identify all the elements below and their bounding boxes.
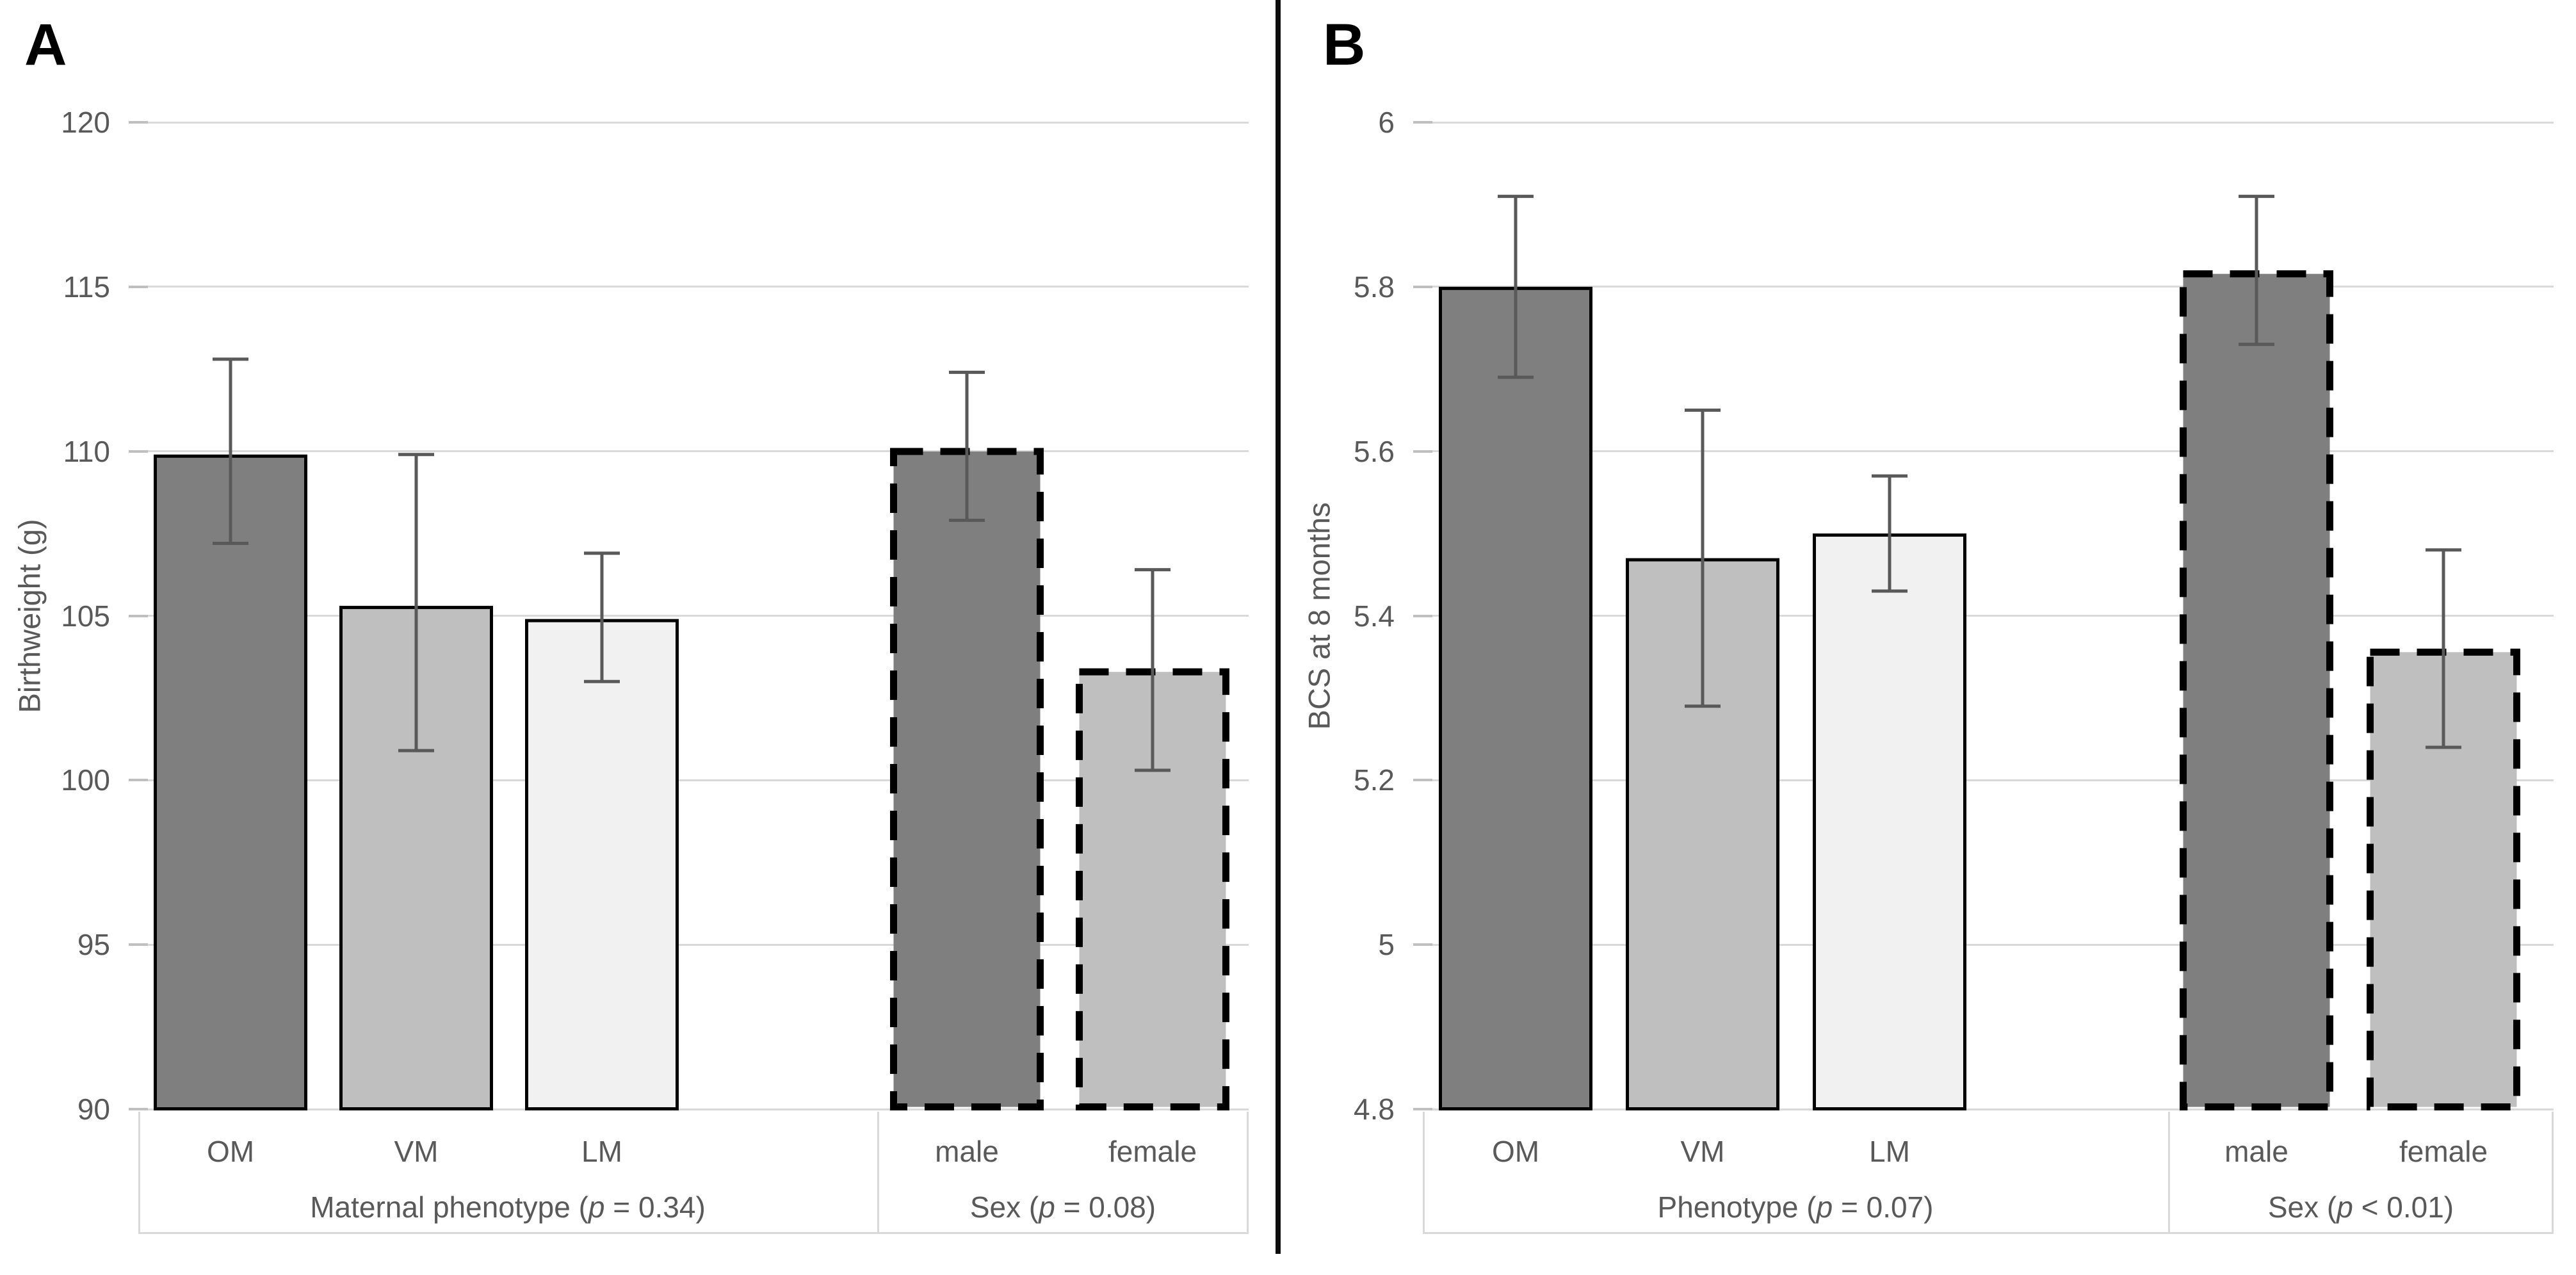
y-tick-label: 5.8 <box>1354 270 1395 304</box>
y-tick-label: 5.6 <box>1354 434 1395 468</box>
y-tick-mark <box>129 943 148 946</box>
category-group-divider <box>877 1112 879 1233</box>
x-group-label: Phenotype (p = 0.07) <box>1423 1187 2168 1227</box>
panel-b-letter: B <box>1323 12 1366 77</box>
y-tick-label: 120 <box>61 106 110 139</box>
group-label-text: Maternal phenotype ( <box>310 1190 588 1224</box>
y-tick-label: 110 <box>63 434 110 468</box>
gridline <box>1423 286 2554 288</box>
group-label-text: Sex ( <box>2267 1190 2337 1224</box>
x-category-label: female <box>1108 1135 1197 1168</box>
x-category-label: OM <box>1491 1135 1540 1168</box>
y-tick-mark <box>129 285 148 288</box>
y-tick-mark <box>129 614 148 617</box>
bar-om <box>154 454 307 1110</box>
y-tick-mark <box>129 779 148 782</box>
gridline <box>1423 779 2554 781</box>
gridline <box>138 779 1249 781</box>
x-category-label: female <box>2399 1135 2488 1168</box>
y-tick-label: 105 <box>61 599 110 633</box>
y-tick-label: 5.2 <box>1354 763 1395 797</box>
group-label-pvalue: < 0.01) <box>2353 1190 2454 1224</box>
gridline <box>138 121 1249 124</box>
category-axis-right-border <box>2552 1112 2554 1233</box>
x-category-label: LM <box>1869 1135 1910 1168</box>
panel-a-letter: A <box>24 12 67 77</box>
y-tick-mark <box>1413 779 1432 782</box>
y-tick-label: 90 <box>77 1092 110 1126</box>
y-tick-mark <box>129 121 148 124</box>
category-group-divider <box>2168 1112 2170 1233</box>
group-label-p-italic: p <box>588 1190 605 1224</box>
x-category-label: VM <box>1680 1135 1725 1168</box>
gridline <box>138 1108 1249 1110</box>
x-category-label: LM <box>581 1135 622 1168</box>
group-label-p-italic: p <box>1039 1190 1055 1224</box>
panel-divider-line <box>1276 0 1281 1254</box>
y-tick-label: 115 <box>63 270 110 304</box>
x-category-label: VM <box>394 1135 439 1168</box>
y-tick-mark <box>129 450 148 453</box>
group-label-pvalue: = 0.34) <box>604 1190 706 1224</box>
category-axis-left-border <box>138 1112 140 1233</box>
x-group-label: Maternal phenotype (p = 0.34) <box>138 1187 877 1227</box>
y-tick-label: 4.8 <box>1354 1092 1395 1126</box>
x-group-label: Sex (p < 0.01) <box>2168 1187 2554 1227</box>
y-tick-label: 5 <box>1378 928 1395 962</box>
y-tick-mark <box>1413 285 1432 288</box>
group-label-text: Sex ( <box>969 1190 1039 1224</box>
y-tick-label: 5.4 <box>1354 599 1395 633</box>
bar-lm <box>1813 533 1966 1110</box>
x-group-label: Sex (p = 0.08) <box>877 1187 1249 1227</box>
group-label-pvalue: = 0.07) <box>1833 1190 1934 1224</box>
bar-male <box>890 448 1044 1110</box>
gridline <box>1423 121 2554 124</box>
gridline <box>1423 1108 2554 1110</box>
x-category-label: male <box>2224 1135 2288 1168</box>
bar-om <box>1439 286 1592 1110</box>
category-axis-left-border <box>1423 1112 1425 1233</box>
bar-male <box>2180 270 2333 1110</box>
gridline <box>138 450 1249 453</box>
bar-lm <box>525 619 679 1110</box>
x-category-label: male <box>935 1135 999 1168</box>
y-tick-mark <box>1413 1108 1432 1110</box>
gridline <box>1423 450 2554 453</box>
y-tick-mark <box>129 1108 148 1110</box>
category-axis-right-border <box>1247 1112 1249 1233</box>
y-tick-label: 100 <box>61 763 110 797</box>
gridline <box>138 286 1249 288</box>
group-label-text: Phenotype ( <box>1657 1190 1817 1224</box>
y-tick-mark <box>1413 943 1432 946</box>
category-axis-bottom-border <box>1423 1232 2554 1234</box>
y-tick-mark <box>1413 121 1432 124</box>
category-axis-bottom-border <box>138 1232 1249 1234</box>
x-category-label: OM <box>206 1135 255 1168</box>
y-tick-label: 95 <box>77 928 110 962</box>
group-label-pvalue: = 0.08) <box>1055 1190 1156 1224</box>
y-tick-mark <box>1413 614 1432 617</box>
group-label-p-italic: p <box>1816 1190 1833 1224</box>
gridline <box>138 943 1249 946</box>
group-label-p-italic: p <box>2337 1190 2353 1224</box>
gridline <box>138 615 1249 617</box>
y-tick-label: 6 <box>1378 106 1395 139</box>
y-tick-mark <box>1413 450 1432 453</box>
gridline <box>1423 615 2554 617</box>
gridline <box>1423 943 2554 946</box>
